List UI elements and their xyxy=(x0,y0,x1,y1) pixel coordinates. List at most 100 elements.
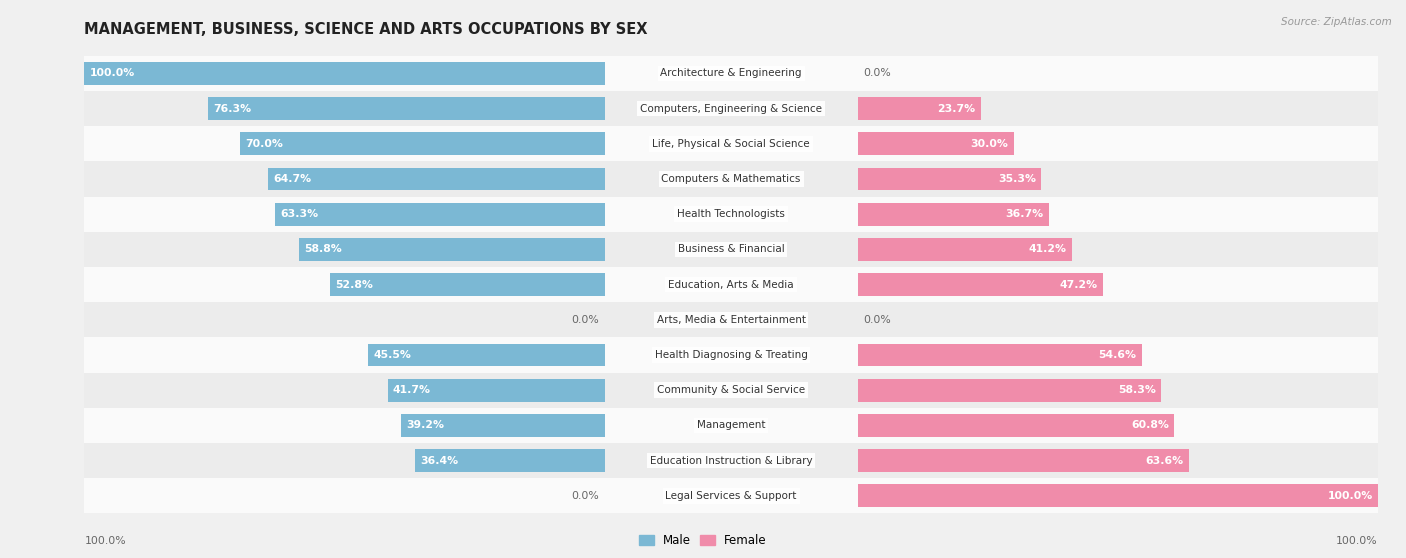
Bar xyxy=(0,161,1406,196)
Bar xyxy=(0,196,1406,232)
Bar xyxy=(0,232,1406,267)
Bar xyxy=(0,443,1406,478)
Bar xyxy=(858,203,1049,225)
Text: 64.7%: 64.7% xyxy=(273,174,311,184)
Bar xyxy=(0,478,1406,513)
Bar xyxy=(0,338,1406,373)
Bar xyxy=(0,161,1406,196)
Bar xyxy=(84,232,1125,267)
Bar xyxy=(84,161,1125,196)
Bar xyxy=(858,273,1104,296)
Bar xyxy=(0,408,1406,443)
Bar xyxy=(84,62,605,85)
Text: 36.4%: 36.4% xyxy=(420,455,458,465)
Bar xyxy=(298,238,605,261)
Bar xyxy=(0,302,1406,338)
Bar xyxy=(84,126,1125,161)
Bar xyxy=(0,196,337,232)
Bar xyxy=(0,338,1406,373)
Bar xyxy=(368,344,605,367)
Text: Computers & Mathematics: Computers & Mathematics xyxy=(661,174,801,184)
Bar xyxy=(0,373,1406,408)
Bar xyxy=(0,91,1406,126)
Bar xyxy=(0,267,1406,302)
Bar xyxy=(84,443,1125,478)
Bar xyxy=(0,196,1406,232)
Bar xyxy=(330,273,605,296)
Bar xyxy=(0,478,337,513)
Bar xyxy=(858,379,1161,402)
Bar xyxy=(0,56,1406,91)
Bar xyxy=(0,56,1406,91)
Bar xyxy=(415,449,605,472)
Bar xyxy=(858,344,1142,367)
Bar xyxy=(84,338,1125,373)
Bar xyxy=(858,414,1174,437)
Text: 63.3%: 63.3% xyxy=(280,209,319,219)
Bar xyxy=(0,126,1406,161)
Bar xyxy=(0,478,1406,513)
Text: 0.0%: 0.0% xyxy=(572,491,599,501)
Text: 63.6%: 63.6% xyxy=(1146,455,1184,465)
Text: 39.2%: 39.2% xyxy=(406,420,444,430)
Text: 30.0%: 30.0% xyxy=(970,139,1008,149)
Text: 45.5%: 45.5% xyxy=(373,350,411,360)
Text: Education Instruction & Library: Education Instruction & Library xyxy=(650,455,813,465)
Text: 76.3%: 76.3% xyxy=(212,104,252,114)
Text: Management: Management xyxy=(697,420,765,430)
Bar xyxy=(858,132,1014,155)
Bar xyxy=(0,91,337,126)
Bar xyxy=(0,267,337,302)
Bar xyxy=(240,132,605,155)
Bar xyxy=(0,196,1406,232)
Bar xyxy=(269,167,605,190)
Bar xyxy=(84,408,1125,443)
Bar xyxy=(0,338,1406,373)
Bar xyxy=(84,478,1125,513)
Bar xyxy=(0,126,1406,161)
Bar xyxy=(0,302,337,338)
Text: Health Diagnosing & Treating: Health Diagnosing & Treating xyxy=(655,350,807,360)
Text: 41.2%: 41.2% xyxy=(1029,244,1067,254)
Text: 47.2%: 47.2% xyxy=(1060,280,1098,290)
Bar xyxy=(388,379,605,402)
Bar xyxy=(0,196,1406,232)
Bar xyxy=(0,126,1406,161)
Bar xyxy=(0,478,1406,513)
Bar xyxy=(0,232,337,267)
Text: Life, Physical & Social Science: Life, Physical & Social Science xyxy=(652,139,810,149)
Text: 100.0%: 100.0% xyxy=(1327,491,1372,501)
Bar xyxy=(0,302,1406,338)
Bar xyxy=(0,161,1406,196)
Bar xyxy=(0,338,1406,373)
Text: Business & Financial: Business & Financial xyxy=(678,244,785,254)
Bar xyxy=(84,91,1125,126)
Bar xyxy=(0,408,1406,443)
Text: 100.0%: 100.0% xyxy=(1336,536,1378,546)
Bar xyxy=(0,126,1406,161)
Text: 70.0%: 70.0% xyxy=(246,139,284,149)
Text: Source: ZipAtlas.com: Source: ZipAtlas.com xyxy=(1281,17,1392,27)
Bar xyxy=(0,267,1406,302)
Bar xyxy=(0,232,1406,267)
Text: Education, Arts & Media: Education, Arts & Media xyxy=(668,280,794,290)
Text: Arts, Media & Entertainment: Arts, Media & Entertainment xyxy=(657,315,806,325)
Text: 52.8%: 52.8% xyxy=(335,280,373,290)
Text: MANAGEMENT, BUSINESS, SCIENCE AND ARTS OCCUPATIONS BY SEX: MANAGEMENT, BUSINESS, SCIENCE AND ARTS O… xyxy=(84,22,648,37)
Bar xyxy=(0,126,337,161)
Text: 0.0%: 0.0% xyxy=(863,315,890,325)
Bar xyxy=(0,56,1406,91)
Text: Architecture & Engineering: Architecture & Engineering xyxy=(661,69,801,78)
Bar xyxy=(0,443,1406,478)
Text: 35.3%: 35.3% xyxy=(998,174,1036,184)
Text: 60.8%: 60.8% xyxy=(1130,420,1168,430)
Bar xyxy=(0,408,1406,443)
Bar xyxy=(0,373,1406,408)
Bar xyxy=(84,196,1125,232)
Bar xyxy=(0,373,337,408)
Bar xyxy=(84,56,1125,91)
Bar xyxy=(0,56,1406,91)
Bar xyxy=(337,56,343,91)
Bar xyxy=(858,484,1378,507)
Text: 54.6%: 54.6% xyxy=(1098,350,1136,360)
